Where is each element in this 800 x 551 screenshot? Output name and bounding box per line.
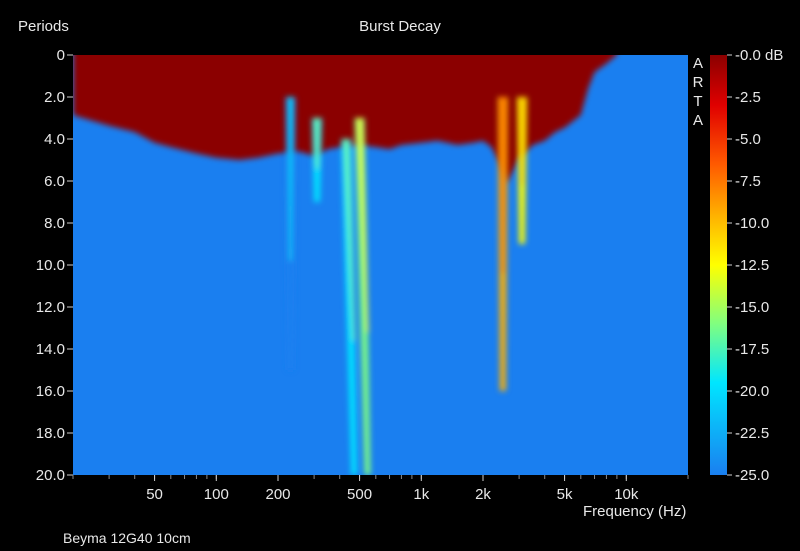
x-tick-label: 10k <box>614 486 639 503</box>
y-tick-label: 10.0 <box>36 257 65 274</box>
colorbar-tick-label: -25.0 <box>735 467 769 484</box>
colorbar <box>710 55 727 475</box>
colorbar-tick-label: -17.5 <box>735 341 769 358</box>
y-tick-label: 12.0 <box>36 299 65 316</box>
y-tick-label: 2.0 <box>44 89 65 106</box>
x-tick-label: 200 <box>265 486 290 503</box>
colorbar-tick-label: -12.5 <box>735 257 769 274</box>
colorbar-tick-label: -15.0 <box>735 299 769 316</box>
resonance-ridge-core <box>315 118 320 169</box>
chart-title: Burst Decay <box>359 18 441 35</box>
decay-level <box>73 55 617 184</box>
x-tick-label: 500 <box>347 486 372 503</box>
y-tick-label: 4.0 <box>44 131 65 148</box>
resonance-ridge <box>354 118 371 475</box>
x-tick-label: 50 <box>146 486 163 503</box>
colorbar-tick-label: -22.5 <box>735 425 769 442</box>
y-tick-label: 20.0 <box>36 467 65 484</box>
arta-letter: A <box>692 112 703 129</box>
arta-letter: A <box>692 55 703 72</box>
colorbar-tick-label: -2.5 <box>735 89 761 106</box>
x-tick-label: 100 <box>204 486 229 503</box>
resonance-ridge-core <box>288 97 293 261</box>
colorbar-tick-label: -0.0 dB <box>735 47 783 64</box>
y-tick-label: 18.0 <box>36 425 65 442</box>
colorbar-tick-label: -20.0 <box>735 383 769 400</box>
resonance-ridge-core <box>357 118 369 333</box>
colorbar-tick-label: -5.0 <box>735 131 761 148</box>
heatmap-layer <box>73 55 617 475</box>
resonance-ridge-core <box>344 139 356 341</box>
y-axis-label: Periods <box>18 18 69 35</box>
y-tick-label: 14.0 <box>36 341 65 358</box>
y-tick-label: 16.0 <box>36 383 65 400</box>
y-tick-label: 0 <box>57 47 65 64</box>
resonance-ridges <box>285 97 528 475</box>
x-tick-label: 5k <box>557 486 573 503</box>
x-tick-label: 1k <box>413 486 429 503</box>
arta-letter: T <box>693 93 703 110</box>
decay-surface <box>73 55 617 184</box>
resonance-ridge-core <box>520 97 525 186</box>
arta-letter: R <box>692 74 704 91</box>
y-axis: 0 2.0 4.0 6.0 8.0 10.0 12.0 14.0 16.0 18.0 20.0 <box>36 47 73 484</box>
resonance-ridge-core <box>500 97 505 274</box>
colorbar-axis: -0.0 dB -2.5 -5.0 -7.5 -10.0 -12.5 -15.0 -17.5 -… <box>727 47 783 484</box>
x-axis: 50 100 200 500 1k 2k 5k 10k <box>72 475 689 503</box>
y-tick-label: 6.0 <box>44 173 65 190</box>
x-tick-label: 2k <box>475 486 491 503</box>
colorbar-tick-label: -10.0 <box>735 215 769 232</box>
y-tick-label: 8.0 <box>44 215 65 232</box>
resonance-ridge <box>341 139 358 475</box>
chart-caption: Beyma 12G40 10cm <box>63 530 191 546</box>
x-axis-label: Frequency (Hz) <box>583 503 687 520</box>
colorbar-tick-label: -7.5 <box>735 173 761 190</box>
